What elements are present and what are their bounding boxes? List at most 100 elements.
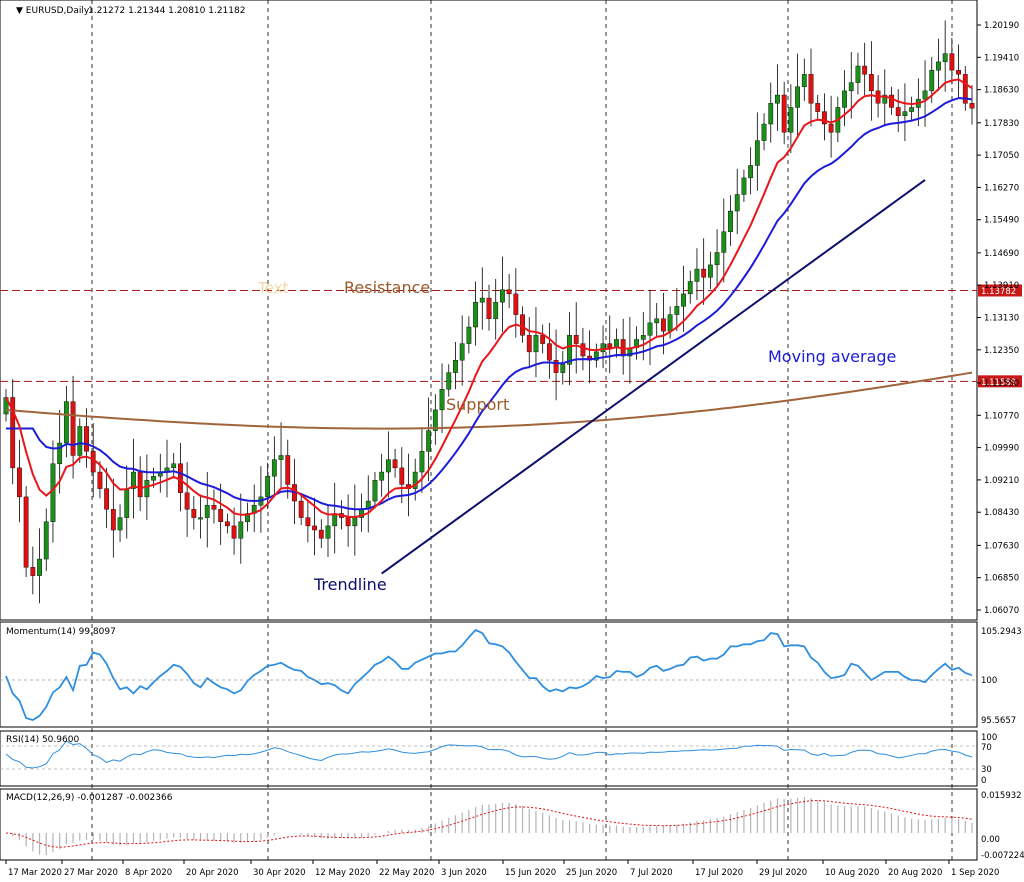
candle-body <box>486 297 492 319</box>
candle-body <box>204 504 210 518</box>
candle-body <box>573 335 579 344</box>
ohlc-header: 1.21272 1.21344 1.20810 1.21182 <box>88 6 245 16</box>
date-label: 30 Apr 2020 <box>253 868 306 878</box>
candle-body <box>567 335 572 365</box>
candle-body <box>30 567 36 576</box>
candle-body <box>533 335 539 353</box>
candle-body <box>580 343 586 357</box>
candle-body <box>473 301 478 328</box>
candle-body <box>714 252 720 266</box>
level-price-badge <box>978 284 1022 297</box>
rsi-title: RSI(14) 50.9600 <box>6 735 79 745</box>
candle-body <box>198 517 203 520</box>
candle-body <box>466 326 472 344</box>
candle-body <box>70 401 76 456</box>
candle-body <box>151 475 156 481</box>
candle-body <box>889 94 894 108</box>
candle-body <box>936 61 941 71</box>
candle-body <box>640 335 646 340</box>
candle-body <box>842 90 847 108</box>
candle-body <box>801 74 807 87</box>
macd-title: MACD(12,26,9) -0.001287 -0.002366 <box>6 793 173 803</box>
trendline <box>381 179 926 575</box>
candle-body <box>775 94 780 104</box>
annotation-support[interactable]: Support <box>446 395 509 414</box>
candle-body <box>855 65 861 83</box>
candle-body <box>379 471 385 481</box>
level-price-label: 1.13782 <box>981 287 1016 297</box>
candle-body <box>687 281 693 295</box>
candle-body <box>822 111 827 125</box>
candle-body <box>949 53 955 71</box>
date-label: 7 Jul 2020 <box>630 868 673 878</box>
candle-body <box>345 517 351 527</box>
candle-body <box>218 509 224 522</box>
price-tick-label: 1.13130 <box>984 314 1019 324</box>
price-tick-label: 1.06850 <box>984 574 1019 584</box>
price-tick-label: 1.13910 <box>984 281 1019 291</box>
candle-body <box>929 69 935 92</box>
ma-brown-line <box>5 371 973 430</box>
price-tick-label: 1.16270 <box>984 183 1019 193</box>
annotation-moving-average[interactable]: Moving average <box>768 347 896 366</box>
candle-body <box>734 194 740 212</box>
candle-body <box>385 459 391 473</box>
candle-body <box>942 53 948 63</box>
price-tick-label: 1.11550 <box>984 379 1019 389</box>
dropdown-triangle-icon[interactable]: ▼ <box>16 6 26 16</box>
candle-body <box>57 442 63 464</box>
candle-body <box>224 521 230 527</box>
candle-body <box>862 65 868 75</box>
candle-body <box>922 90 928 100</box>
candle-body <box>962 74 968 104</box>
price-tick-label: 1.07630 <box>984 541 1019 551</box>
candle-body <box>909 107 915 112</box>
level-price-label: 1.11589 <box>981 378 1016 388</box>
candle-body <box>479 297 485 303</box>
candle-body <box>137 471 143 498</box>
candle-body <box>546 343 552 361</box>
annotation-trendline[interactable]: Trendline <box>313 575 387 594</box>
candle-body <box>520 314 525 336</box>
candle-body <box>969 103 975 109</box>
annotation-resistance[interactable]: Resistance <box>344 278 430 297</box>
candle-body <box>211 504 217 510</box>
macd-signal-line <box>5 800 973 848</box>
candle-body <box>815 103 821 112</box>
indicator-tick-label: 105.2943 <box>981 627 1022 637</box>
candle-body <box>50 463 56 522</box>
date-label: 8 Apr 2020 <box>125 868 172 878</box>
price-tick-label: 1.09990 <box>984 444 1019 454</box>
candle-body <box>795 86 800 108</box>
candle-body <box>882 94 888 104</box>
candle-body <box>325 525 331 539</box>
candle-body <box>553 359 559 373</box>
candle-body <box>352 517 358 527</box>
candle-body <box>17 467 22 498</box>
date-label: 25 Jun 2020 <box>566 868 617 878</box>
candle-body <box>526 335 532 353</box>
candle-body <box>600 343 606 353</box>
candle-body <box>110 509 116 531</box>
candle-body <box>318 529 324 539</box>
candle-body <box>77 426 83 456</box>
indicator-tick-label: 70 <box>981 743 992 753</box>
date-label: 3 Jun 2020 <box>441 868 487 878</box>
candle-body <box>10 397 16 469</box>
candle-body <box>312 525 317 531</box>
date-label: 17 Jul 2020 <box>695 868 743 878</box>
candle-body <box>97 471 103 489</box>
symbol-label: EURUSD,Daily <box>26 6 90 16</box>
date-label: 29 Jul 2020 <box>759 868 807 878</box>
candle-body <box>654 318 660 324</box>
price-tick-label: 1.17830 <box>984 119 1019 129</box>
candle-body <box>63 401 69 444</box>
candle-body <box>828 123 834 133</box>
candle-body <box>238 521 244 539</box>
candle-body <box>278 455 284 460</box>
date-label: 15 Jun 2020 <box>505 868 556 878</box>
annotation-text[interactable]: Text <box>257 279 288 297</box>
candle-body <box>560 364 566 373</box>
candle-body <box>84 426 89 452</box>
date-label: 20 Aug 2020 <box>888 868 942 878</box>
